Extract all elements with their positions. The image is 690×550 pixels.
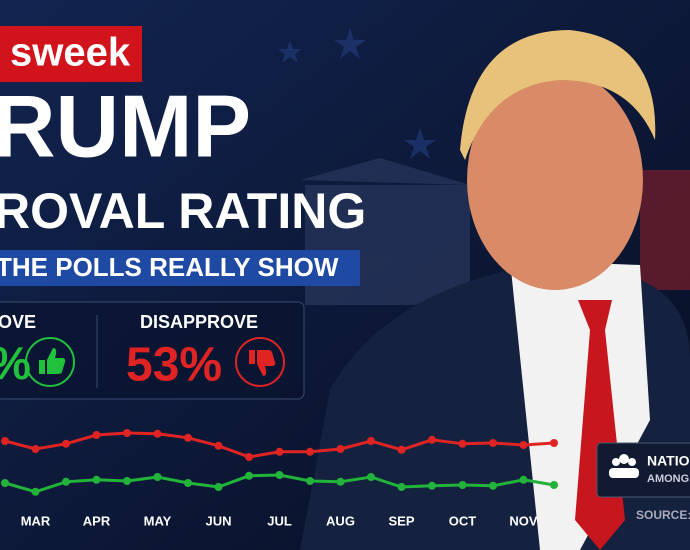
point [458,439,467,448]
badge-line1: NATIO [647,453,690,469]
point [489,481,497,490]
stars [278,28,436,159]
point [123,429,131,437]
point [153,429,162,438]
thumb-up [39,348,66,374]
point [367,473,375,481]
x-tick-label: APR [83,513,111,528]
badge-line2: AMONG [647,473,689,485]
point [428,481,436,490]
point [397,483,406,491]
brand-box [0,26,142,82]
point [458,481,467,489]
line-chart: MAR APR MAY JUN JUL AUG SEP OCT NOV [1,429,558,528]
x-tick-label: NOV [509,513,538,528]
point [367,437,375,445]
disapprove-value: 53% [126,339,222,392]
approve-label: OVE [0,312,36,332]
point [336,445,345,453]
point [519,441,528,449]
disapprove-label: DISAPPROVE [140,312,258,332]
point [1,479,9,487]
point [245,453,253,461]
stats-panel [0,301,305,400]
point [550,481,558,489]
title: RUMP [0,76,251,175]
point [184,433,192,442]
point [306,477,314,485]
point [153,473,162,481]
point [489,439,497,447]
brand: sweek [10,31,131,75]
point [1,437,9,445]
x-tick-label: SEP [388,513,414,528]
point [397,445,406,454]
banner-bar [0,250,360,286]
point [92,475,101,484]
x-tick-label: AUG [326,513,355,528]
x-tick-label: JUN [205,513,231,528]
point [428,435,436,444]
people-icon [609,454,639,478]
point [519,475,528,484]
x-tick-label: OCT [449,513,477,528]
x-tick-label: JUL [267,513,292,528]
point [184,479,192,487]
flag [640,170,690,290]
x-tick-label: MAR [21,513,51,528]
point [62,477,70,486]
source: SOURCE: [636,508,690,522]
point [550,439,558,447]
thumb-down [249,350,276,376]
point [275,471,284,479]
point [336,477,345,486]
point [245,471,253,480]
banner: THE POLLS REALLY SHOW [0,252,339,282]
point [214,441,223,450]
subtitle: ROVAL RATING [0,183,366,239]
person [300,30,690,550]
point [214,483,223,491]
point [31,445,40,453]
thumb-down-icon [235,337,285,387]
point [31,487,40,496]
thumb-up-icon [25,337,75,387]
point [306,447,314,456]
point [92,431,101,439]
point [62,439,70,448]
point [123,477,131,485]
point [275,447,284,456]
x-tick-label: MAY [144,513,172,528]
